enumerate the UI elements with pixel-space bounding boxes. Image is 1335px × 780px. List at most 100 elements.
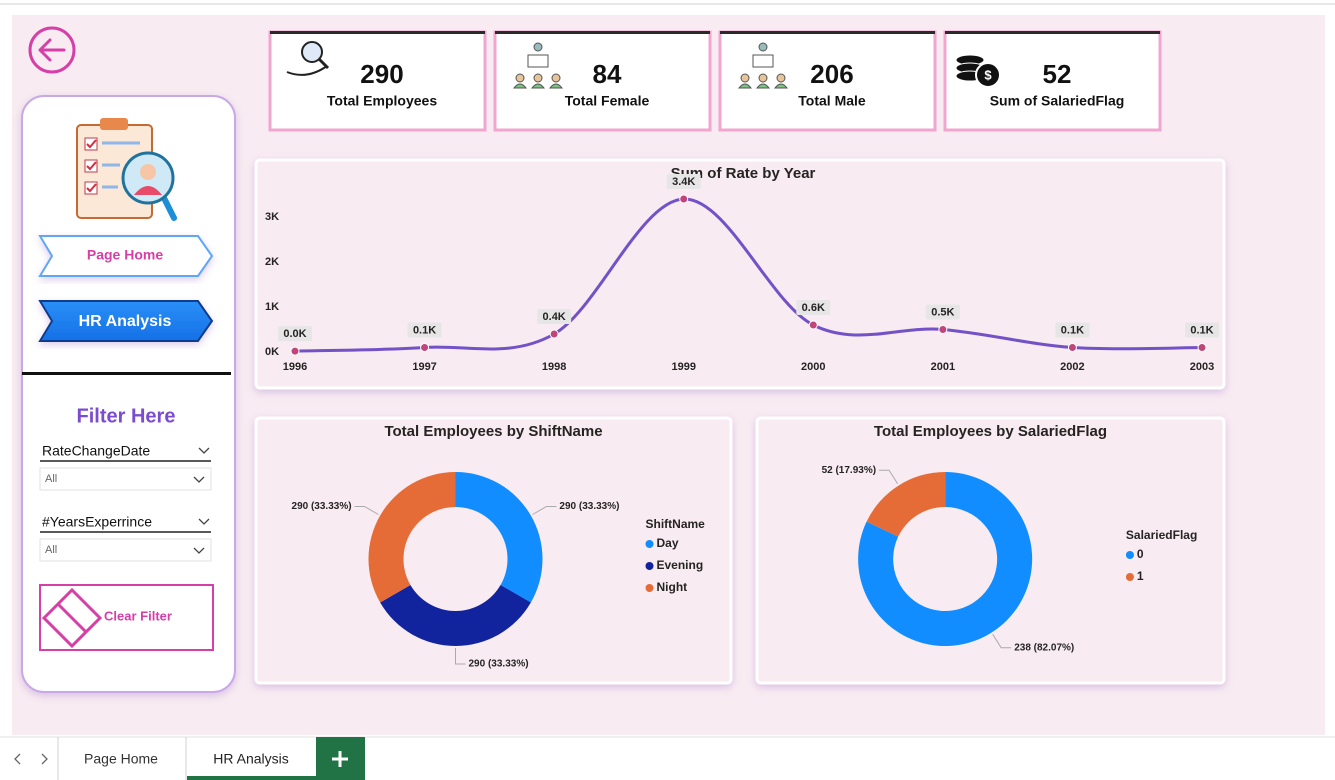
chart-title: Sum of Rate by Year bbox=[671, 165, 816, 182]
chevron bbox=[198, 518, 210, 525]
marker bbox=[420, 343, 430, 352]
x-tick-label: 2000 bbox=[801, 361, 825, 373]
data-label: 3.4K bbox=[672, 176, 695, 188]
tab-active[interactable]: HR Analysis bbox=[185, 737, 316, 780]
data-label: 0.0K bbox=[283, 328, 306, 340]
clear-filter-button[interactable]: Clear Filter bbox=[39, 584, 214, 651]
marker bbox=[290, 346, 300, 356]
eraser-line bbox=[56, 602, 88, 634]
kpi-label: Sum of SalariedFlag bbox=[990, 93, 1125, 109]
icon-part bbox=[533, 73, 543, 83]
legend-swatch bbox=[645, 562, 654, 570]
slicer-value: All bbox=[45, 473, 57, 485]
icon-part bbox=[515, 73, 525, 83]
kpi-label: Total Employees bbox=[327, 93, 437, 109]
icon-part bbox=[512, 83, 528, 89]
icon-part bbox=[530, 83, 546, 89]
button-box bbox=[39, 584, 214, 651]
y-tick-label: 1K bbox=[265, 301, 279, 313]
tab-label: HR Analysis bbox=[213, 751, 288, 767]
icon-part bbox=[758, 73, 768, 83]
data-label-bg bbox=[796, 300, 831, 315]
data-label: 0.6K bbox=[802, 302, 825, 314]
y-tick-label: 2K bbox=[265, 256, 279, 268]
kpi-value: 290 bbox=[360, 59, 403, 89]
top-edge bbox=[0, 3, 1335, 5]
icon-part bbox=[776, 73, 786, 83]
donut-slice bbox=[858, 472, 1033, 646]
y-tick-label: 3K bbox=[265, 211, 279, 223]
data-label: 0.1K bbox=[413, 324, 436, 336]
leader-line bbox=[455, 648, 466, 665]
chart-title: Total Employees by SalariedFlag bbox=[874, 423, 1107, 440]
filter-title: Filter Here bbox=[77, 405, 176, 427]
kpi-value: 84 bbox=[593, 59, 622, 89]
legend-label: Day bbox=[657, 536, 679, 550]
tab[interactable]: Page Home bbox=[57, 737, 158, 780]
data-label-bg bbox=[1055, 322, 1090, 338]
x-tick-label: 2002 bbox=[1060, 361, 1084, 373]
icon-part bbox=[975, 62, 1001, 88]
kpi-card: $52 Sum of SalariedFlag bbox=[943, 30, 1162, 132]
icon-part: $ bbox=[984, 67, 992, 82]
tab-bar bbox=[0, 737, 1335, 780]
separator bbox=[22, 372, 231, 375]
plus bbox=[332, 751, 348, 767]
kpi-icon: $ bbox=[955, 54, 1001, 88]
tab-prev[interactable] bbox=[14, 753, 21, 765]
card-top bbox=[945, 31, 1160, 34]
data-label: 290 (33.33%) bbox=[292, 501, 352, 512]
legend-label: Evening bbox=[657, 558, 704, 572]
button-shape bbox=[38, 300, 214, 342]
card-box bbox=[493, 30, 712, 132]
slicer-box bbox=[39, 467, 212, 491]
legend-swatch bbox=[1125, 573, 1134, 581]
donut-slice bbox=[380, 585, 531, 646]
slicer[interactable]: #YearsExperrince All bbox=[39, 514, 212, 562]
icon-part bbox=[317, 57, 330, 70]
icon-part bbox=[548, 83, 564, 89]
tab-label: Page Home bbox=[84, 751, 158, 767]
marker bbox=[1067, 343, 1077, 352]
back-circle bbox=[28, 26, 76, 74]
data-label: 0.1K bbox=[1061, 324, 1084, 336]
card-top bbox=[720, 31, 935, 34]
icon-part bbox=[737, 83, 753, 89]
slicer-box bbox=[39, 538, 212, 562]
kpi-row: 290 Total Employees 84 Total Female 206 Total… bbox=[268, 30, 1162, 132]
icon-part bbox=[740, 73, 750, 83]
data-label: 290 (33.33%) bbox=[469, 659, 529, 670]
data-label-bg bbox=[925, 304, 960, 320]
add-tab[interactable] bbox=[316, 737, 365, 780]
card-top bbox=[495, 31, 710, 34]
x-tick-label: 2003 bbox=[1190, 361, 1214, 373]
button-label: Clear Filter bbox=[104, 608, 172, 623]
chevron bbox=[193, 547, 205, 554]
marker bbox=[1197, 343, 1207, 352]
kpi-value: 206 bbox=[810, 59, 853, 89]
donut-chart: Total Employees by SalariedFlag 238 (82.0… bbox=[822, 423, 1198, 653]
back-button[interactable] bbox=[28, 26, 76, 74]
x-tick-label: 1998 bbox=[542, 361, 566, 373]
slicer-label: #YearsExperrince bbox=[42, 514, 152, 530]
slicer[interactable]: RateChangeDate All bbox=[39, 443, 212, 491]
hr-analysis-button[interactable]: HR Analysis bbox=[38, 300, 214, 342]
legend-label: 1 bbox=[1137, 569, 1144, 583]
icon-part bbox=[773, 83, 789, 89]
tab-underline bbox=[187, 776, 316, 780]
chart-panel bbox=[755, 416, 1226, 685]
x-tick-label: 1996 bbox=[283, 361, 307, 373]
donut-slice bbox=[455, 472, 543, 603]
legend-label: 0 bbox=[1137, 547, 1144, 561]
tab-next[interactable] bbox=[41, 753, 48, 765]
data-label: 238 (82.07%) bbox=[1014, 642, 1074, 653]
card-top bbox=[270, 31, 485, 34]
kpi-card: 84 Total Female bbox=[493, 30, 712, 132]
legend-swatch bbox=[645, 540, 654, 548]
marker bbox=[938, 325, 948, 334]
page-home-button[interactable]: Page Home bbox=[38, 235, 214, 277]
eraser-icon bbox=[41, 587, 103, 649]
legend-title: SalariedFlag bbox=[1126, 528, 1197, 542]
data-label-bg bbox=[278, 326, 312, 342]
data-label: 0.5K bbox=[931, 306, 954, 318]
